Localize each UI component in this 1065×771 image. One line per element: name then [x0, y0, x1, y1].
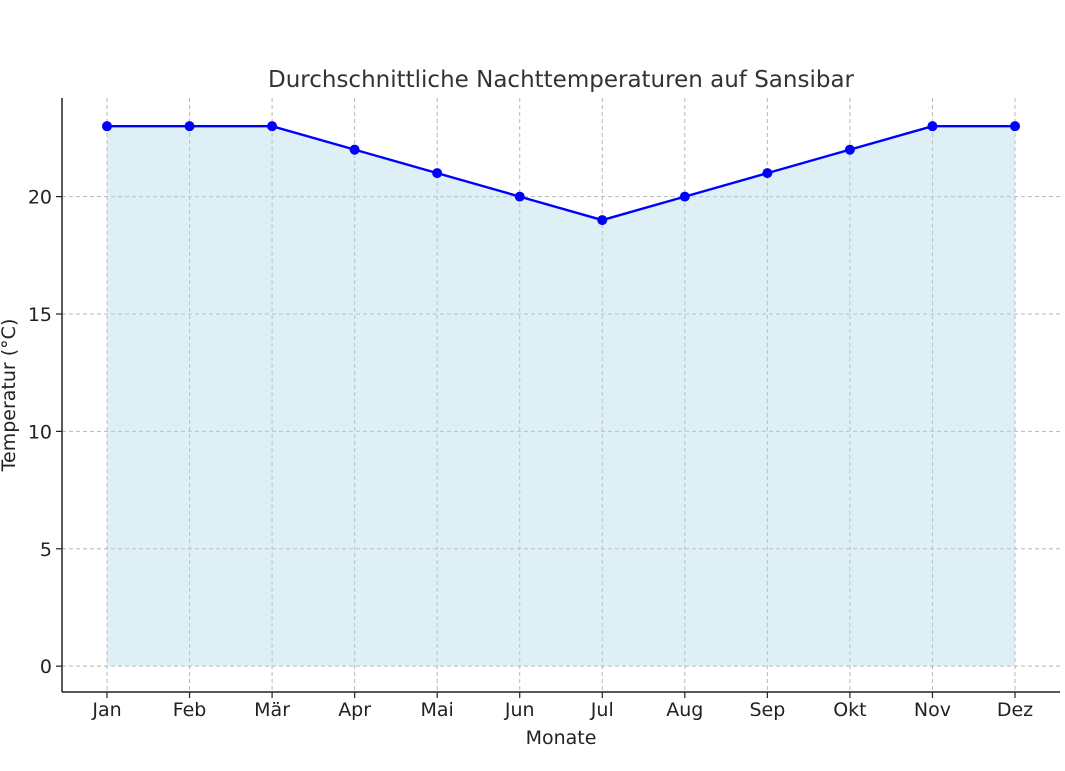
y-tick-label: 5 [40, 539, 52, 561]
data-point [349, 144, 360, 155]
x-tick-label: Dez [997, 699, 1033, 721]
data-point [927, 121, 938, 132]
x-tick-label: Jul [590, 699, 614, 721]
data-point [432, 168, 443, 179]
x-tick-label: Aug [666, 699, 703, 721]
axes-layer: 0 5 10 15 20 Jan Feb Mär Apr Mai Jun Jul Aug Sep Okt No… [28, 98, 1060, 721]
data-point [679, 191, 690, 202]
data-point [514, 191, 525, 202]
area-fill [107, 126, 1015, 667]
chart-title: Durchschnittliche Nachttemperaturen auf … [268, 67, 855, 93]
x-tick-label: Nov [914, 699, 951, 721]
x-tick-label: Okt [833, 699, 866, 721]
x-tick-label: Jan [91, 699, 121, 721]
x-tick-label: Sep [749, 699, 785, 721]
x-tick-label: Mai [421, 699, 454, 721]
data-point [762, 168, 773, 179]
y-tick-label: 20 [28, 187, 52, 209]
area-layer [107, 126, 1015, 667]
series-line [107, 124, 1015, 222]
x-tick-label: Apr [338, 699, 371, 721]
line-layer [107, 124, 1015, 222]
y-axis-label: Temperatur (°C) [0, 319, 20, 473]
data-point [844, 144, 855, 155]
x-tick-label: Mär [254, 699, 290, 721]
y-tick-label: 0 [40, 656, 52, 678]
x-axis-label: Monate [526, 727, 597, 749]
data-point [267, 121, 278, 132]
data-point [597, 215, 608, 226]
y-tick-label: 10 [28, 421, 52, 443]
x-tick-label: Jun [504, 699, 535, 721]
marker-layer [102, 121, 1020, 226]
x-tick-label: Feb [173, 699, 207, 721]
data-point [102, 121, 112, 132]
data-point [184, 121, 195, 132]
y-tick-label: 15 [28, 304, 52, 326]
data-point [1010, 121, 1020, 132]
